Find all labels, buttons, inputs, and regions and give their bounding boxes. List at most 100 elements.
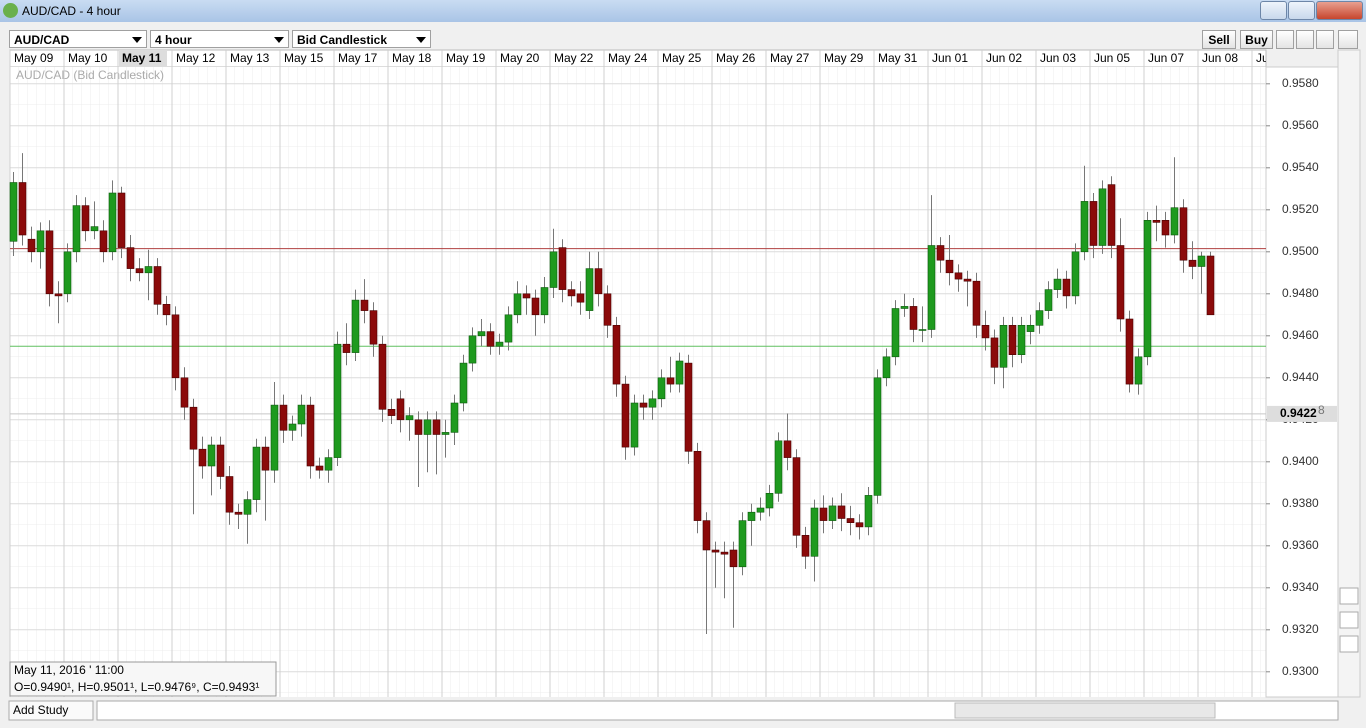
y-tick-label: 0.9540: [1282, 160, 1319, 174]
x-tick-label: May 10: [68, 51, 108, 65]
zoom-in-button[interactable]: [1339, 611, 1359, 629]
candle-body: [684, 362, 693, 452]
candle-body: [612, 324, 621, 385]
candle-body: [639, 402, 648, 408]
candle-body: [180, 377, 189, 408]
candle-body: [549, 251, 558, 288]
period-dropdown[interactable]: 4 hour: [150, 30, 289, 48]
candle-body: [162, 303, 171, 316]
tool-button[interactable]: [1316, 30, 1334, 49]
candle-body: [1017, 324, 1026, 355]
tool-button[interactable]: [1276, 30, 1294, 49]
info-time: May 11, 2016 ' 11:00: [14, 663, 124, 677]
candle-body: [999, 324, 1008, 368]
instrument-dropdown[interactable]: AUD/CAD: [9, 30, 147, 48]
candle-body: [9, 182, 18, 242]
candle-body: [306, 404, 315, 467]
candle-body: [36, 230, 45, 253]
tool-button[interactable]: [1338, 30, 1358, 49]
candle-body: [414, 419, 423, 435]
style-dropdown[interactable]: Bid Candlestick: [292, 30, 431, 48]
candle-body: [603, 293, 612, 326]
candle-body: [972, 280, 981, 326]
candle-body: [1071, 251, 1080, 297]
zoom-out-button[interactable]: [1339, 635, 1359, 653]
tool-button[interactable]: [1296, 30, 1314, 49]
x-tick-label: May 13: [230, 51, 270, 65]
candle-body: [774, 440, 783, 494]
current-price-label: 0.9422: [1280, 406, 1317, 420]
candle-body: [315, 465, 324, 471]
minimize-button[interactable]: [1260, 1, 1287, 20]
candle-body: [963, 278, 972, 282]
y-tick-label: 0.9380: [1282, 496, 1319, 510]
sell-button[interactable]: Sell: [1202, 30, 1236, 49]
y-tick-label: 0.9520: [1282, 202, 1319, 216]
add-study-button[interactable]: [8, 700, 94, 721]
scroll-down-button[interactable]: [1339, 587, 1359, 605]
y-tick-label: 0.9440: [1282, 370, 1319, 384]
candle-body: [432, 419, 441, 435]
candle-body: [837, 505, 846, 519]
candle-body: [828, 505, 837, 521]
candle-body: [207, 444, 216, 467]
scroll-thumb[interactable]: [954, 702, 1216, 719]
y-tick-label: 0.9580: [1282, 76, 1319, 90]
right-scrollbar[interactable]: [1337, 49, 1361, 698]
x-tick-label: Jun 08: [1202, 51, 1238, 65]
candle-body: [567, 289, 576, 297]
candle-body: [288, 423, 297, 431]
close-button[interactable]: [1316, 1, 1363, 20]
x-tick-label: May 22: [554, 51, 594, 65]
maximize-button[interactable]: [1288, 1, 1315, 20]
chart-subtitle: AUD/CAD (Bid Candlestick): [16, 68, 164, 82]
candle-body: [45, 230, 54, 295]
x-tick-label: May 26: [716, 51, 756, 65]
buy-button[interactable]: Buy: [1240, 30, 1273, 49]
candle-body: [540, 287, 549, 316]
candle-body: [576, 293, 585, 303]
candle-body: [504, 314, 513, 343]
candle-body: [513, 293, 522, 316]
x-tick-label: May 24: [608, 51, 648, 65]
candle-body: [234, 511, 243, 515]
candle-body: [765, 492, 774, 509]
candle-body: [1035, 310, 1044, 326]
current-price-box: [1267, 405, 1337, 422]
horizontal-scrollbar[interactable]: [96, 700, 1339, 721]
candle-body: [945, 259, 954, 274]
candle-body: [441, 432, 450, 435]
candle-body: [117, 192, 126, 248]
y-tick-label: 0.9300: [1282, 664, 1319, 678]
x-tick-label: May 31: [878, 51, 918, 65]
candle-body: [1080, 201, 1089, 253]
candle-body: [693, 450, 702, 521]
plot-area: [10, 67, 1266, 697]
candle-body: [270, 404, 279, 471]
candle-body: [54, 293, 63, 297]
candle-body: [810, 507, 819, 557]
y-tick-label: 0.9460: [1282, 328, 1319, 342]
candle-body: [585, 268, 594, 311]
candle-body: [666, 377, 675, 385]
candle-body: [702, 520, 711, 551]
candle-body: [990, 337, 999, 368]
candle-body: [297, 404, 306, 425]
candle-body: [324, 457, 333, 471]
candle-body: [801, 534, 810, 557]
x-tick-label: May 11: [122, 51, 162, 65]
candle-body: [333, 343, 342, 458]
x-tick-label: May 20: [500, 51, 540, 65]
candle-body: [405, 415, 414, 421]
candle-body: [630, 402, 639, 448]
candle-body: [18, 182, 27, 236]
candle-body: [1206, 255, 1215, 316]
x-tick-label: Jun 02: [986, 51, 1022, 65]
candle-body: [369, 310, 378, 345]
candle-body: [477, 331, 486, 337]
candle-body: [936, 245, 945, 261]
y-tick-label: 0.9320: [1282, 622, 1319, 636]
date-labels: May 09 May 10 May 11 May 12 May 13 May 15 May …: [14, 51, 1266, 66]
